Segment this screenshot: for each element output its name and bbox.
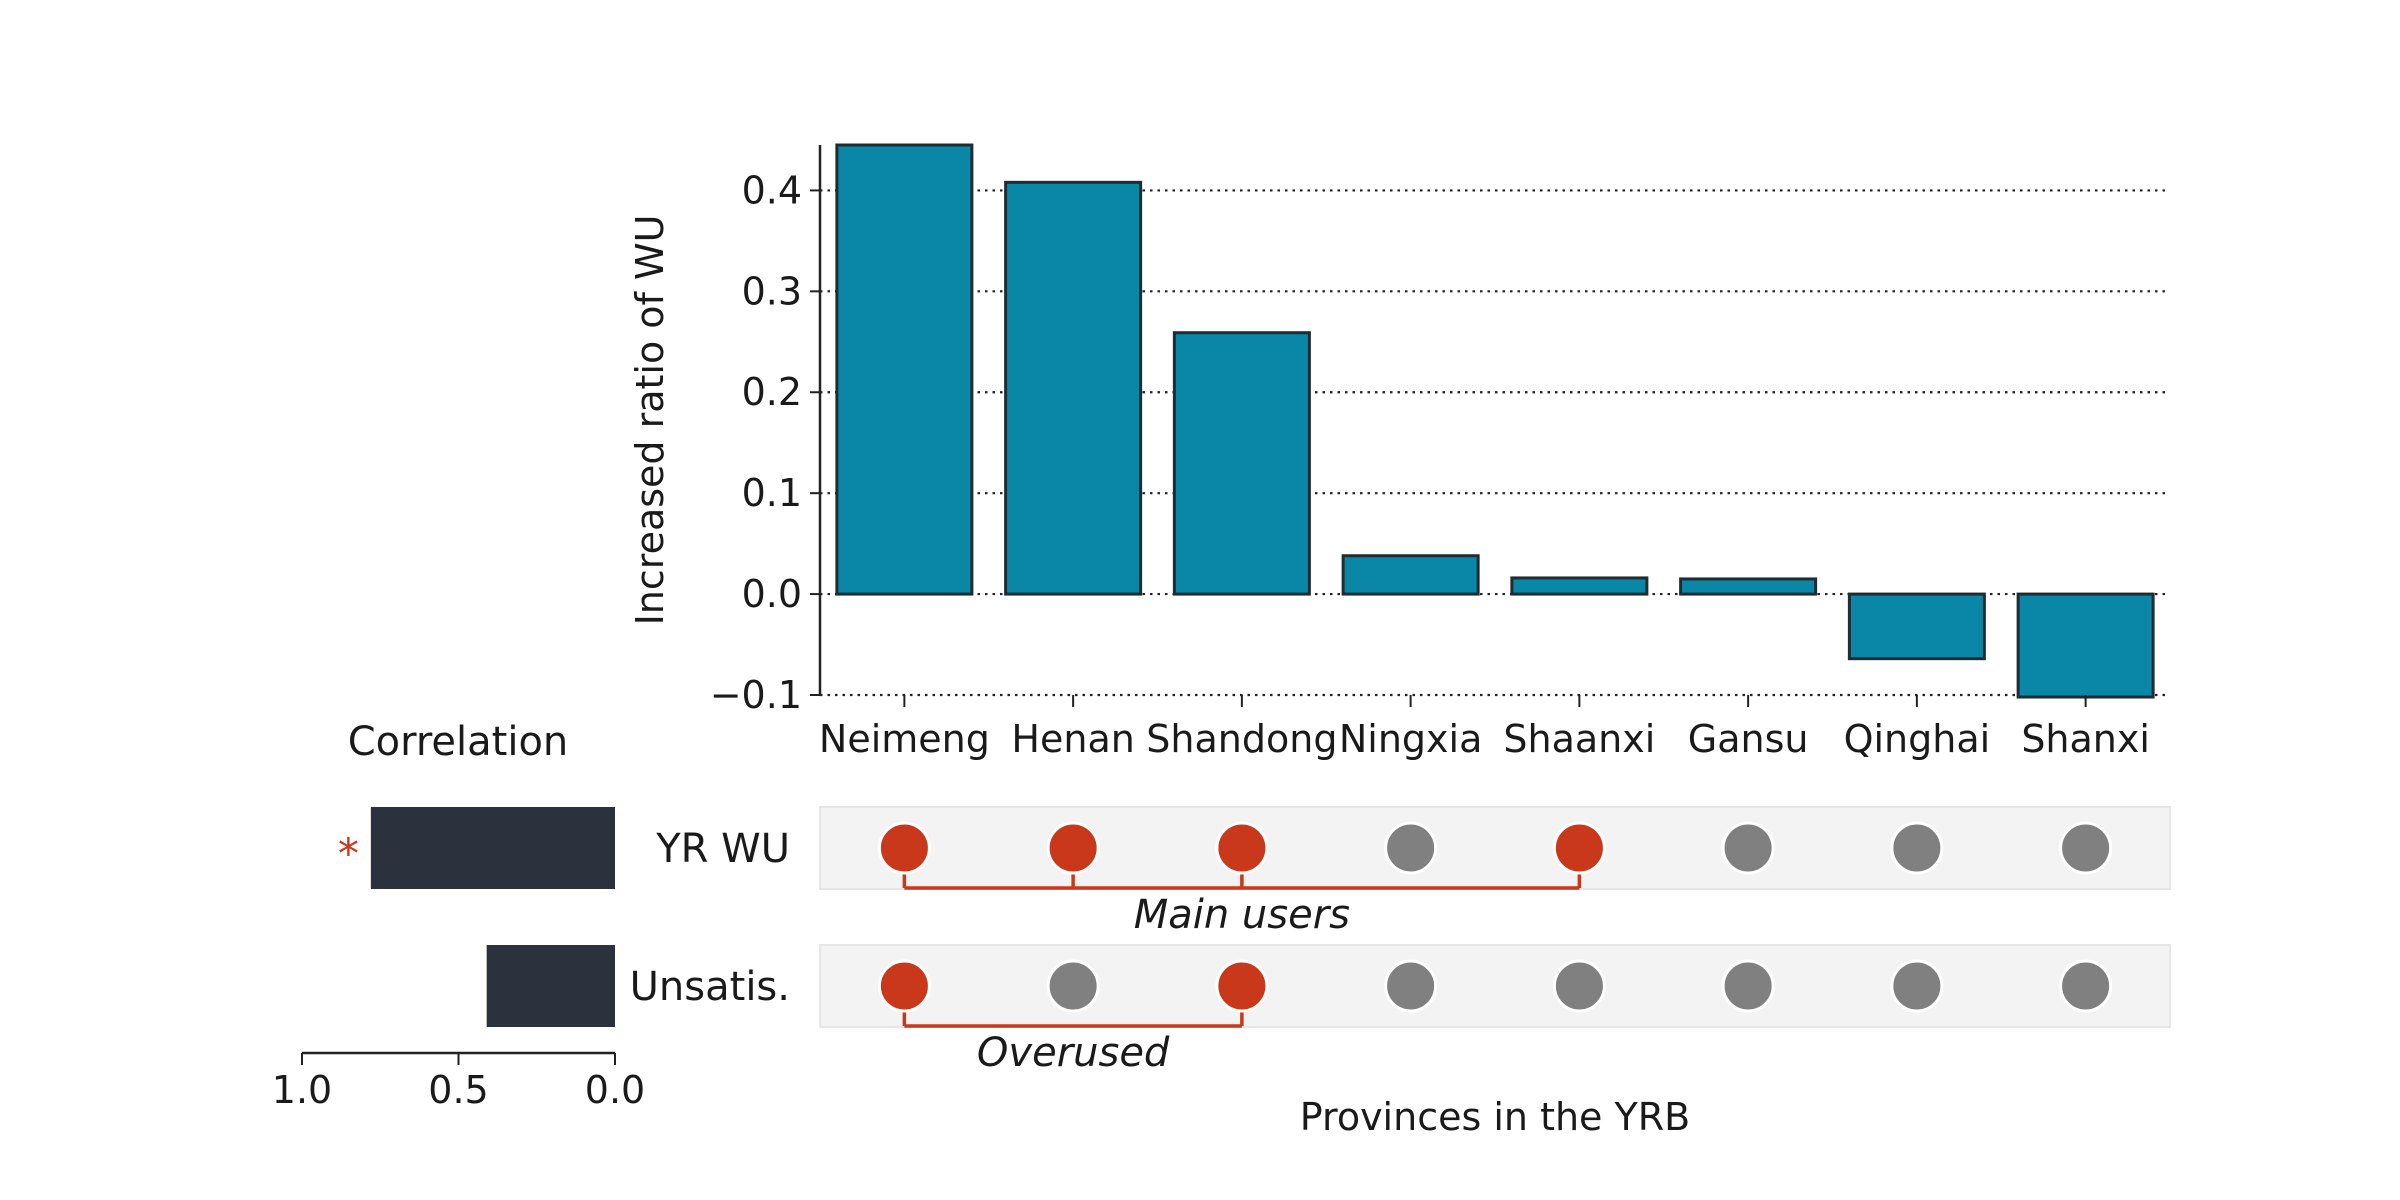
x-tick-label: Gansu [1688, 717, 1809, 761]
y-tick-label: 0.3 [742, 269, 802, 313]
correlation-bar [370, 807, 615, 889]
correlation-tick-label: 0.5 [428, 1068, 488, 1112]
x-tick-label: Ningxia [1339, 717, 1483, 761]
inactive-dot [1384, 959, 1438, 1013]
correlation-tick-label: 0.0 [585, 1068, 645, 1112]
inactive-dot [1890, 959, 1944, 1013]
bar-shandong [1172, 331, 1311, 596]
correlation-title: Correlation [348, 719, 569, 765]
bar-shaanxi [1510, 576, 1649, 596]
inactive-dot [1046, 959, 1100, 1013]
row-label: Unsatis. [630, 964, 790, 1010]
y-tick-label: 0.2 [742, 370, 802, 414]
y-axis-title: Increased ratio of WU [628, 215, 672, 626]
inactive-dot [1721, 959, 1775, 1013]
active-dot [1215, 959, 1269, 1013]
bar-ningxia [1341, 554, 1480, 596]
inactive-dot [1384, 821, 1438, 875]
x-tick-label: Henan [1011, 717, 1134, 761]
y-ticks: −0.1 0.0 0.1 0.2 0.3 0.4 [710, 168, 820, 717]
significance-marker: * [338, 829, 359, 878]
bar-gansu [1679, 577, 1818, 596]
x-tick-label: Shanxi [2021, 717, 2150, 761]
bars [835, 143, 2155, 699]
membership-matrix: YR WU Main users Unsatis. Overused [630, 806, 2171, 1076]
bar-neimeng [835, 143, 974, 596]
y-tick-label: 0.1 [742, 471, 802, 515]
y-tick-label: 0.0 [742, 572, 802, 616]
inactive-dot [2059, 821, 2113, 875]
x-tick-label: Shandong [1146, 717, 1337, 761]
matrix-row-background [819, 806, 2171, 890]
x-tick-label: Neimeng [819, 717, 990, 761]
x-tick-label: Shaanxi [1503, 717, 1655, 761]
x-tick-label: Qinghai [1844, 717, 1991, 761]
bar-qinghai [1847, 592, 1986, 661]
correlation-tick-label: 1.0 [272, 1068, 332, 1112]
correlation-panel: Correlation * 1.0 0.5 0.0 [272, 719, 645, 1112]
bar-plot: −0.1 0.0 0.1 0.2 0.3 0.4 Neimeng Henan Shandong… [628, 143, 2170, 761]
x-ticks: Neimeng Henan Shandong Ningxia Shaanxi Gansu Q… [819, 695, 2150, 761]
group-annotation: Overused [977, 1030, 1170, 1076]
y-tick-label: −0.1 [710, 673, 802, 717]
active-dot [1046, 821, 1100, 875]
active-dot [1215, 821, 1269, 875]
bar-shanxi [2016, 592, 2155, 699]
inactive-dot [1552, 959, 1606, 1013]
inactive-dot [2059, 959, 2113, 1013]
group-annotation: Main users [1134, 892, 1350, 938]
row-label: YR WU [655, 826, 790, 872]
bar-henan [1004, 180, 1143, 596]
x-axis-title: Provinces in the YRB [1300, 1095, 1690, 1139]
inactive-dot [1890, 821, 1944, 875]
active-dot [1552, 821, 1606, 875]
matrix-row-background [819, 944, 2171, 1028]
inactive-dot [1721, 821, 1775, 875]
active-dot [877, 821, 931, 875]
y-tick-label: 0.4 [742, 168, 802, 212]
correlation-bar [486, 945, 615, 1027]
active-dot [877, 959, 931, 1013]
